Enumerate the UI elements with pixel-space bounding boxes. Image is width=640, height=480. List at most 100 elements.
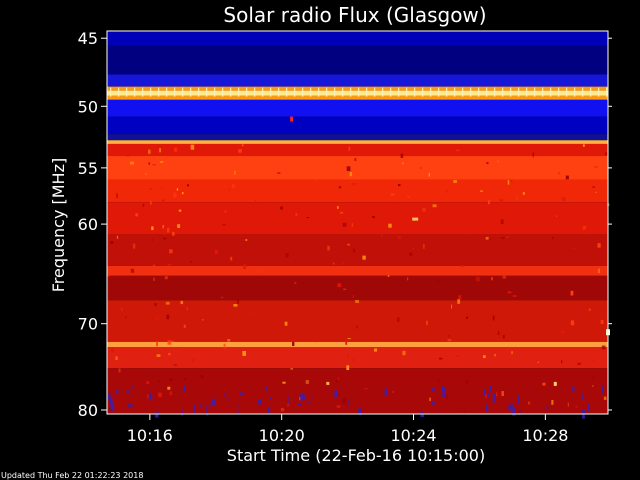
intensity-speckle — [148, 149, 151, 154]
intensity-speckle — [494, 353, 496, 357]
low-intensity-speckle — [211, 398, 216, 406]
low-intensity-speckle — [518, 409, 521, 416]
intensity-speckle — [372, 215, 375, 218]
intensity-speckle — [316, 177, 318, 181]
low-intensity-speckle — [297, 403, 301, 406]
frequency-band — [107, 300, 608, 342]
plot-frame — [106, 30, 609, 415]
intensity-speckle — [435, 281, 440, 284]
intensity-speckle — [587, 282, 589, 286]
intensity-speckle — [592, 385, 594, 387]
intensity-speckle — [148, 162, 151, 165]
intensity-speckle — [600, 319, 604, 324]
frequency-band — [107, 368, 608, 414]
intensity-speckle — [335, 379, 339, 383]
intensity-speckle — [285, 253, 289, 258]
intensity-speckle — [406, 277, 409, 281]
intensity-speckle — [255, 199, 257, 204]
frequency-band — [107, 99, 608, 117]
intensity-speckle — [499, 199, 504, 203]
intensity-speckle — [290, 368, 293, 370]
interference-tick — [446, 87, 448, 97]
intensity-speckle — [374, 348, 377, 352]
interference-tick — [582, 87, 584, 97]
intensity-speckle — [227, 339, 231, 342]
intensity-speckle — [455, 149, 460, 151]
intensity-speckle — [224, 210, 227, 213]
interference-tick — [470, 87, 472, 97]
intensity-speckle — [115, 356, 118, 361]
intensity-speckle — [272, 151, 274, 156]
low-intensity-speckle — [587, 404, 589, 410]
interference-tick — [158, 87, 160, 97]
intensity-speckle — [151, 239, 153, 241]
interference-tick — [478, 87, 480, 97]
intensity-speckle — [446, 189, 448, 193]
interference-tick — [342, 87, 344, 97]
frequency-band — [107, 86, 608, 91]
low-intensity-speckle — [442, 387, 446, 398]
interference-tick — [270, 87, 272, 97]
y-tick-label: 55 — [78, 159, 98, 178]
intensity-speckle — [575, 405, 578, 408]
interference-tick — [174, 87, 176, 97]
low-intensity-speckle — [517, 395, 520, 404]
intensity-speckle — [402, 162, 404, 165]
intensity-speckle — [481, 316, 485, 318]
intensity-speckle — [392, 202, 396, 206]
intensity-speckle — [577, 362, 581, 365]
intensity-speckle — [387, 275, 390, 277]
intensity-speckle — [234, 170, 236, 175]
intensity-speckle — [347, 338, 351, 340]
low-intensity-speckle — [431, 402, 436, 405]
intensity-speckle — [279, 206, 284, 210]
intensity-speckle — [305, 380, 309, 384]
intensity-speckle — [149, 188, 153, 190]
intensity-speckle — [356, 325, 358, 329]
intensity-speckle — [506, 236, 509, 239]
interference-tick — [222, 87, 224, 97]
intensity-speckle — [110, 241, 114, 244]
frequency-bands — [107, 31, 608, 414]
intensity-speckle — [121, 308, 123, 311]
intensity-speckle — [591, 359, 595, 362]
intensity-speckle — [483, 355, 486, 358]
intensity-speckle — [238, 149, 242, 153]
interference-tick — [318, 87, 320, 97]
interference-tick — [510, 87, 512, 97]
burst-event — [290, 116, 294, 122]
intensity-speckle — [451, 304, 453, 309]
intensity-speckle — [245, 239, 248, 241]
intensity-speckle — [337, 206, 339, 209]
low-intensity-speckle — [492, 393, 496, 403]
low-intensity-speckle — [287, 395, 289, 405]
intensity-speckle — [598, 268, 600, 274]
intensity-speckle — [345, 339, 348, 345]
intensity-speckle — [200, 375, 204, 379]
interference-tick — [358, 87, 360, 97]
intensity-speckle — [592, 374, 594, 379]
intensity-speckle — [108, 408, 112, 411]
intensity-speckle — [159, 161, 164, 163]
frequency-band — [107, 90, 608, 96]
intensity-speckle — [327, 245, 330, 251]
intensity-speckle — [500, 219, 504, 224]
interference-tick — [398, 87, 400, 97]
intensity-speckle — [348, 146, 351, 151]
interference-tick — [438, 87, 440, 97]
interference-tick — [190, 87, 192, 97]
intensity-speckle — [570, 320, 575, 326]
intensity-speckle — [167, 340, 172, 345]
intensity-speckle — [522, 192, 525, 195]
intensity-speckle — [306, 217, 310, 219]
low-intensity-speckle — [489, 386, 492, 393]
intensity-speckle — [277, 172, 281, 174]
intensity-speckle — [349, 172, 353, 177]
interference-tick — [518, 87, 520, 97]
interference-tick — [542, 87, 544, 97]
burst-event — [326, 381, 330, 385]
intensity-speckle — [162, 225, 164, 229]
intensity-speckle — [292, 341, 295, 346]
intensity-speckle — [132, 243, 136, 249]
intensity-speckle — [289, 166, 292, 168]
